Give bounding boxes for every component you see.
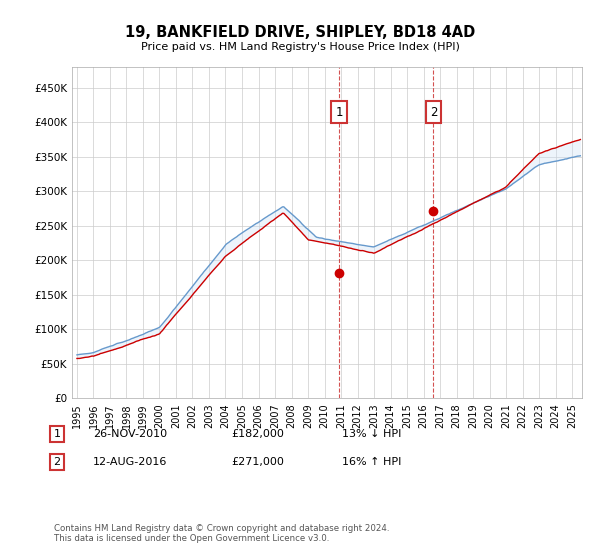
Text: 16% ↑ HPI: 16% ↑ HPI bbox=[342, 457, 401, 467]
Text: 2: 2 bbox=[53, 457, 61, 467]
Text: 26-NOV-2010: 26-NOV-2010 bbox=[93, 429, 167, 439]
Text: 13% ↓ HPI: 13% ↓ HPI bbox=[342, 429, 401, 439]
Text: 1: 1 bbox=[335, 105, 343, 119]
Text: Contains HM Land Registry data © Crown copyright and database right 2024.
This d: Contains HM Land Registry data © Crown c… bbox=[54, 524, 389, 543]
Text: £271,000: £271,000 bbox=[231, 457, 284, 467]
Text: 19, BANKFIELD DRIVE, SHIPLEY, BD18 4AD: 19, BANKFIELD DRIVE, SHIPLEY, BD18 4AD bbox=[125, 25, 475, 40]
Text: Price paid vs. HM Land Registry's House Price Index (HPI): Price paid vs. HM Land Registry's House … bbox=[140, 42, 460, 52]
Text: £182,000: £182,000 bbox=[231, 429, 284, 439]
Text: 1: 1 bbox=[53, 429, 61, 439]
Text: 2: 2 bbox=[430, 105, 437, 119]
Text: 12-AUG-2016: 12-AUG-2016 bbox=[93, 457, 167, 467]
